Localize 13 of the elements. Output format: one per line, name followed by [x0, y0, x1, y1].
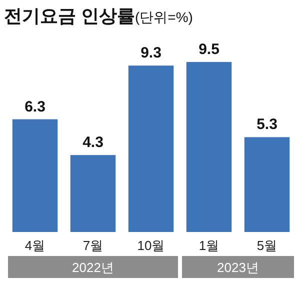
- title: 전기요금 인상률(단위=%): [4, 6, 193, 26]
- x-tick-label: 7월: [82, 238, 104, 253]
- x-tick-label: 5월: [256, 238, 278, 253]
- x-tick-label: 1월: [198, 238, 220, 253]
- data-label: 5.3: [256, 116, 278, 134]
- data-label: 6.3: [24, 98, 46, 116]
- x-tick-label: 10월: [137, 238, 165, 253]
- text: 2022년: [72, 260, 114, 275]
- data-label: 4.3: [82, 134, 104, 152]
- text: 2023년: [217, 260, 259, 275]
- data-label: 9.5: [198, 41, 220, 58]
- x-tick-label: 4월: [24, 238, 46, 253]
- data-label: 9.3: [140, 44, 162, 62]
